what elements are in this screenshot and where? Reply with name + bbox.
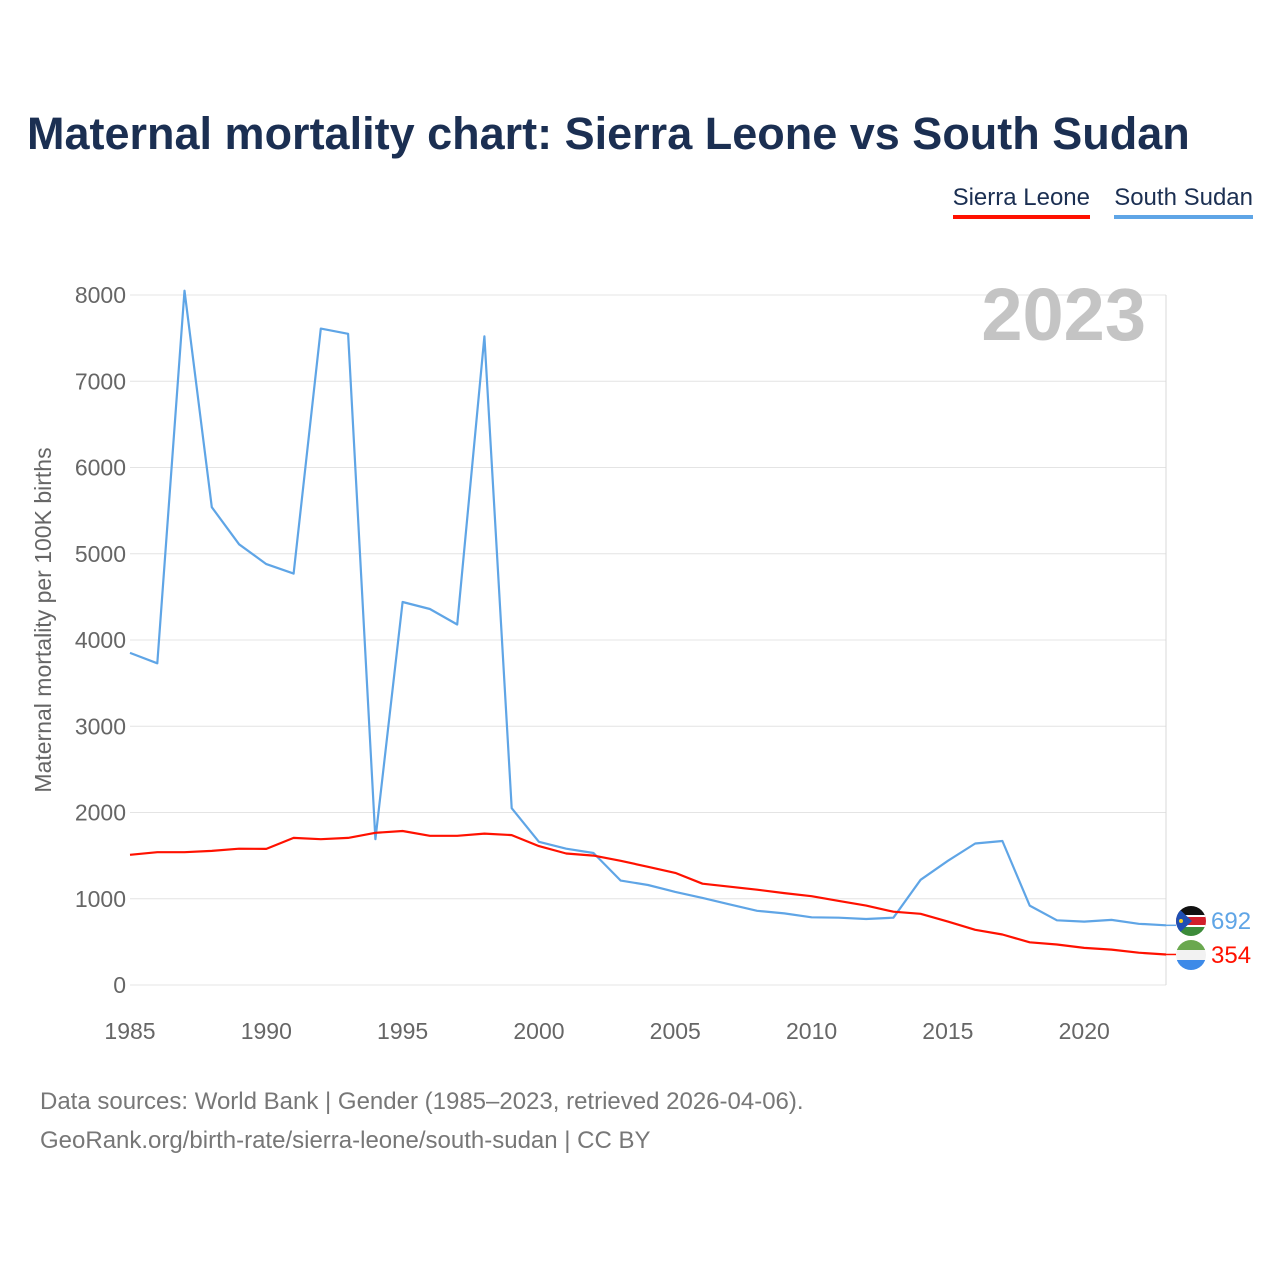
x-tick-label: 2005: [650, 1018, 701, 1044]
x-axis: 1985 1990 1995 2000 2005 2010 2015 2020: [104, 1018, 1109, 1044]
legend-item-south-sudan[interactable]: South Sudan: [1114, 184, 1253, 219]
source-url-link[interactable]: GeoRank.org/birth-rate/sierra-leone/sout…: [40, 1127, 651, 1154]
data-source-text: Data sources: World Bank | Gender (1985–…: [40, 1088, 804, 1115]
y-tick-label: 8000: [75, 282, 126, 308]
south-sudan-flag-icon: [1176, 906, 1206, 936]
year-watermark: 2023: [981, 273, 1146, 356]
x-tick-label: 1985: [104, 1018, 155, 1044]
series-lines: [129, 289, 1176, 956]
sierra-leone-flag-icon: [1176, 940, 1206, 970]
x-tick-label: 2015: [922, 1018, 973, 1044]
y-axis-label: Maternal mortality per 100K births: [30, 447, 56, 792]
end-value-sierra-leone: 354: [1211, 942, 1251, 969]
legend-item-sierra-leone[interactable]: Sierra Leone: [952, 184, 1090, 219]
gridlines: [130, 294, 1167, 986]
y-tick-label: 0: [113, 972, 126, 998]
y-tick-label: 2000: [75, 800, 126, 826]
x-tick-label: 1995: [377, 1018, 428, 1044]
series-line-sierra-leone: [129, 829, 1167, 956]
y-tick-label: 3000: [75, 713, 126, 739]
chart-title: Maternal mortality chart: Sierra Leone v…: [27, 108, 1190, 159]
x-tick-label: 2020: [1059, 1018, 1110, 1044]
y-tick-label: 1000: [75, 886, 126, 912]
x-tick-label: 2000: [513, 1018, 564, 1044]
y-tick-label: 7000: [75, 368, 126, 394]
series-line-south-sudan: [129, 289, 1167, 927]
x-tick-label: 1990: [241, 1018, 292, 1044]
y-tick-label: 4000: [75, 627, 126, 653]
y-axis: 0 1000 2000 3000 4000 5000 6000 7000 8000: [75, 282, 126, 998]
x-tick-label: 2010: [786, 1018, 837, 1044]
end-value-south-sudan: 692: [1211, 908, 1251, 935]
y-tick-label: 5000: [75, 541, 126, 567]
y-tick-label: 6000: [75, 455, 126, 481]
